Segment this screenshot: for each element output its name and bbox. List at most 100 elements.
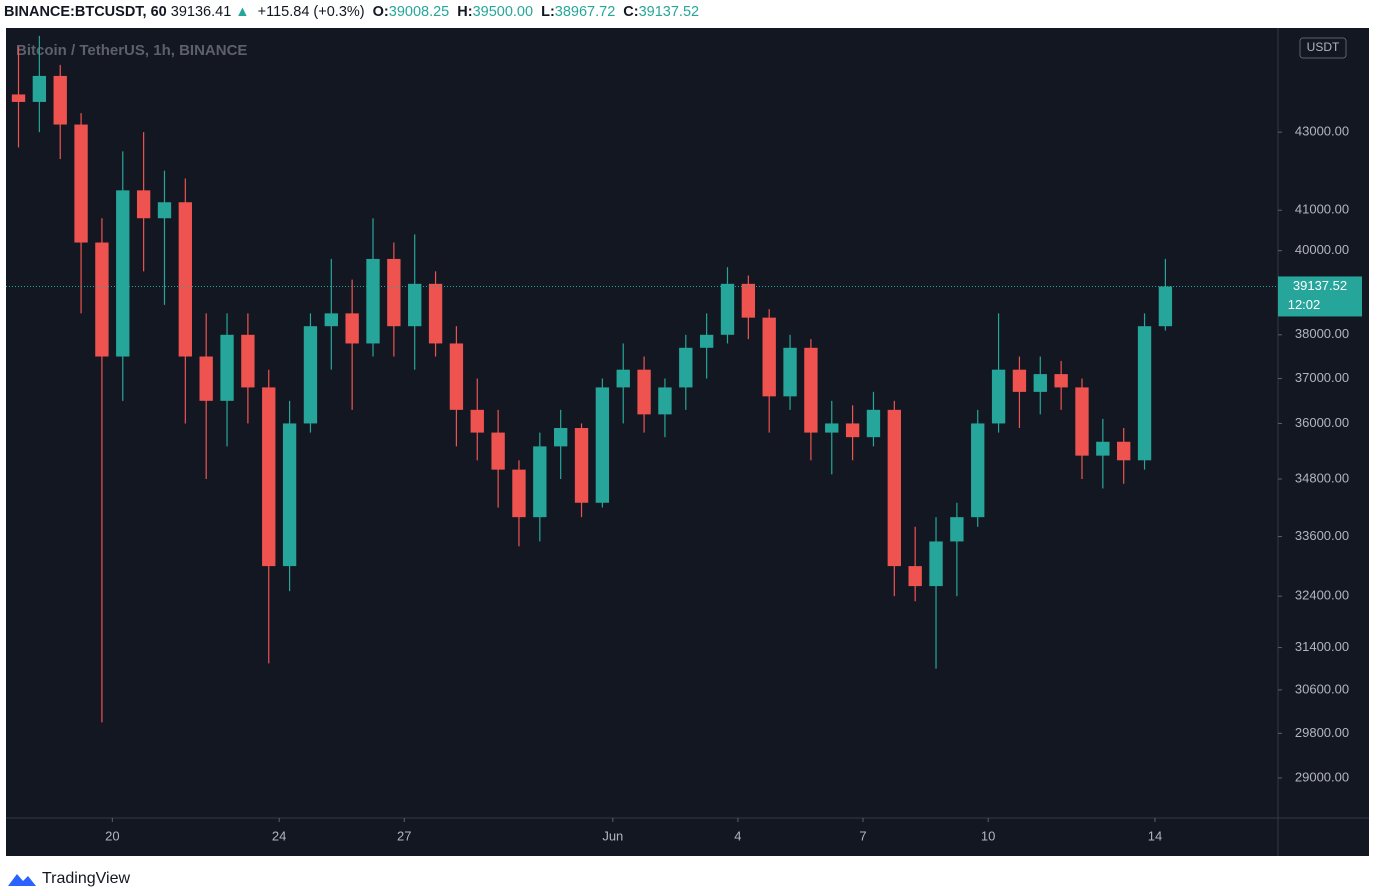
candle-body bbox=[908, 566, 922, 587]
candle-body bbox=[53, 75, 67, 125]
candle-body bbox=[825, 423, 839, 433]
y-tick-label: 33600.00 bbox=[1295, 528, 1349, 543]
x-tick-label: 20 bbox=[105, 828, 119, 843]
logo-shape bbox=[8, 874, 36, 886]
close-value: 39137.52 bbox=[638, 4, 700, 20]
candle-body bbox=[74, 124, 88, 243]
y-tick-label: 43000.00 bbox=[1295, 124, 1349, 139]
candle-body bbox=[178, 202, 193, 357]
candle-body bbox=[241, 334, 255, 388]
candle-body bbox=[262, 387, 276, 567]
y-tick-label: 37000.00 bbox=[1295, 370, 1349, 385]
up-arrow: ▲ bbox=[235, 4, 250, 20]
candle-body bbox=[991, 369, 1006, 424]
last-price-label: 39137.52 bbox=[1293, 278, 1347, 293]
candle-body bbox=[783, 347, 797, 397]
countdown-label: 12:02 bbox=[1288, 297, 1321, 312]
candle-body bbox=[282, 423, 297, 567]
candle-body bbox=[11, 94, 26, 102]
close-label: C: bbox=[623, 4, 639, 20]
chart-background bbox=[6, 28, 1369, 856]
low-label: L: bbox=[541, 4, 555, 20]
brand: TradingView bbox=[42, 870, 131, 887]
candle-body bbox=[845, 423, 860, 438]
candle-body bbox=[32, 75, 47, 102]
candles bbox=[6, 35, 1278, 723]
y-tick-label: 30600.00 bbox=[1295, 681, 1349, 696]
x-tick-label: 4 bbox=[734, 828, 741, 843]
candle-body bbox=[554, 428, 568, 447]
candle-body bbox=[971, 423, 985, 518]
candle-body bbox=[616, 369, 630, 388]
x-tick-label: 7 bbox=[859, 828, 866, 843]
candle-body bbox=[929, 541, 943, 587]
candle-body bbox=[345, 313, 359, 344]
candle-body bbox=[366, 258, 380, 344]
candle-body bbox=[428, 283, 443, 344]
chart: Bitcoin / TetherUS, 1h, BINANCE 43000.00… bbox=[6, 28, 1369, 856]
candle-body bbox=[866, 409, 881, 438]
candle-body bbox=[533, 446, 547, 518]
candle-body bbox=[199, 356, 213, 401]
candle-body bbox=[1075, 387, 1089, 456]
candle-body bbox=[1054, 374, 1068, 388]
candle-body bbox=[324, 313, 338, 327]
candle-body bbox=[1117, 441, 1131, 461]
candle-body bbox=[574, 428, 589, 503]
y-tick-label: 29000.00 bbox=[1295, 769, 1349, 784]
low-value: 38967.72 bbox=[554, 4, 616, 20]
x-tick-label: 27 bbox=[397, 828, 411, 843]
candle-body bbox=[220, 334, 234, 401]
open-label: O: bbox=[372, 4, 389, 20]
candle-body bbox=[658, 387, 672, 415]
candle-body bbox=[116, 190, 130, 357]
y-tick-label: 41000.00 bbox=[1295, 202, 1349, 217]
candle-body bbox=[470, 409, 484, 433]
candle-body bbox=[387, 258, 401, 327]
brand-logo bbox=[8, 874, 36, 886]
candle-body bbox=[679, 347, 693, 388]
last-price-box bbox=[1278, 276, 1362, 317]
y-tick-label: 34800.00 bbox=[1295, 470, 1349, 485]
y-tick-label: 29800.00 bbox=[1295, 725, 1349, 740]
candle-body bbox=[1012, 369, 1027, 392]
symbol: BINANCE:BTCUSDT, 60 bbox=[4, 4, 167, 20]
candle-body bbox=[595, 387, 610, 503]
candle-body bbox=[157, 202, 172, 219]
candle-body bbox=[408, 283, 422, 327]
y-tick-label: 40000.00 bbox=[1295, 242, 1349, 257]
x-tick-label: 24 bbox=[272, 828, 286, 843]
candle-body bbox=[741, 283, 756, 318]
open-value: 39008.25 bbox=[388, 4, 450, 20]
x-tick-label: 10 bbox=[981, 828, 995, 843]
candle-body bbox=[950, 517, 964, 542]
axes: 43000.00 41000.00 40000.00 38000.00 37000.00… bbox=[105, 124, 1362, 843]
candle-body bbox=[1096, 441, 1110, 456]
candle-body bbox=[762, 317, 776, 397]
change: +115.84 (+0.3%) bbox=[257, 4, 365, 20]
candle-body bbox=[491, 432, 505, 470]
y-tick-label: 38000.00 bbox=[1295, 326, 1349, 341]
candle-body bbox=[804, 347, 818, 433]
candle-body bbox=[887, 409, 901, 567]
candle-body bbox=[1158, 286, 1173, 327]
footer: TradingView bbox=[6, 868, 130, 890]
last: 39136.41 bbox=[170, 4, 232, 20]
legend-header: BINANCE:BTCUSDT, 60 39136.41 ▲ +115.84 (+… bbox=[4, 0, 703, 24]
candle-body bbox=[1137, 326, 1152, 461]
currency-badge bbox=[1299, 37, 1347, 59]
candle-body bbox=[699, 334, 714, 348]
y-tick-label: 31400.00 bbox=[1295, 639, 1349, 654]
candle-body bbox=[637, 369, 651, 415]
y-tick-label: 32400.00 bbox=[1295, 588, 1349, 603]
x-tick-label: 14 bbox=[1148, 828, 1162, 843]
watermark-title: Bitcoin / TetherUS, 1h, BINANCE bbox=[16, 42, 247, 59]
y-tick-label: 36000.00 bbox=[1295, 415, 1349, 430]
candle-body bbox=[720, 283, 735, 335]
currency-label: USDT bbox=[1307, 40, 1340, 54]
candle-body bbox=[1033, 374, 1047, 392]
candle-body bbox=[303, 326, 318, 424]
candle-body bbox=[512, 469, 526, 518]
high-value: 39500.00 bbox=[472, 4, 534, 20]
